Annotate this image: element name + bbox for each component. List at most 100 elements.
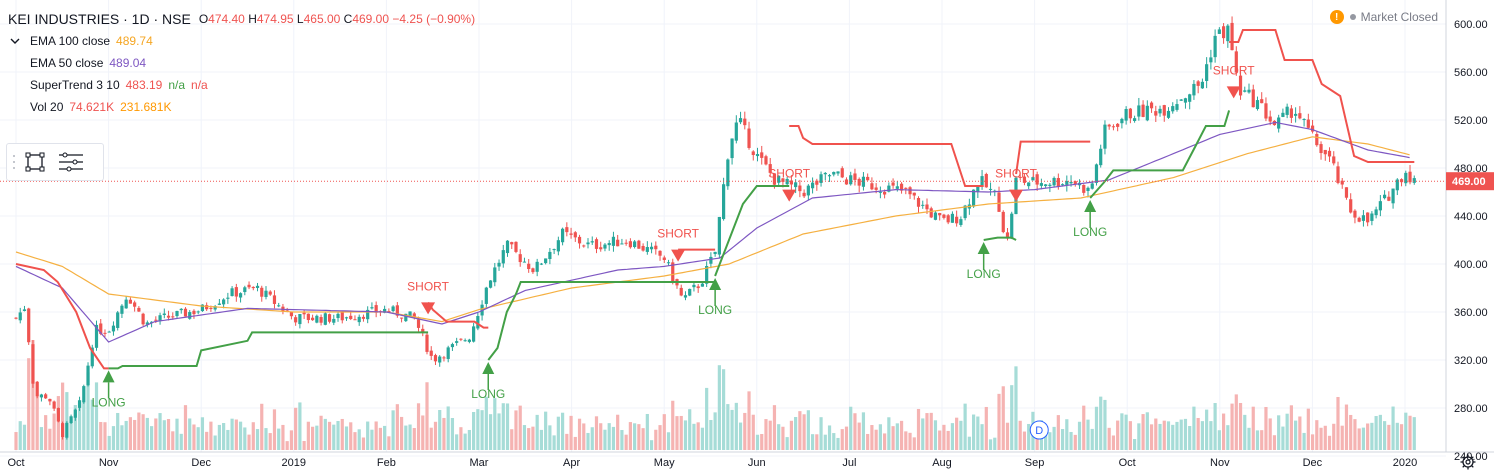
candle-body — [1353, 210, 1357, 218]
candle-body — [1243, 90, 1247, 92]
ema100-line — [15, 136, 1410, 323]
candle-body — [1230, 22, 1234, 51]
candle-body — [861, 176, 866, 187]
indicator-row-ema50[interactable]: EMA 50 close 489.04 — [8, 52, 475, 74]
indicator-name: EMA 100 close — [30, 34, 111, 48]
candle-body — [438, 356, 442, 363]
volume-bar — [1069, 431, 1073, 450]
volume-bar — [616, 414, 620, 450]
volume-bar — [929, 412, 933, 450]
volume-bar — [1247, 427, 1251, 450]
candle-body — [616, 239, 620, 247]
volume-bar — [967, 436, 971, 450]
candle-body — [709, 256, 713, 264]
volume-bar — [416, 403, 421, 450]
indicator-row-ema100[interactable]: EMA 100 close 489.74 — [8, 30, 475, 52]
candle-body — [302, 312, 306, 315]
time-tick-label: Oct — [7, 457, 24, 469]
volume-bar — [1014, 366, 1018, 450]
volume-bar — [1149, 424, 1154, 450]
candle-body — [294, 317, 298, 323]
volume-bar — [662, 414, 666, 450]
volume-bar — [980, 424, 984, 450]
volume-bar — [1116, 420, 1120, 450]
volume-bar — [255, 429, 260, 450]
volume-bar — [268, 433, 272, 450]
volume-bar — [1323, 425, 1327, 450]
candle-body — [222, 299, 226, 305]
volume-bar — [493, 398, 497, 450]
volume-bar — [628, 422, 632, 450]
candle-body — [1124, 108, 1128, 121]
volume-bar — [633, 423, 637, 450]
candle-body — [1090, 183, 1094, 189]
volume-bar — [1370, 422, 1374, 450]
volume-bar — [582, 423, 586, 450]
volume-bar — [22, 424, 27, 450]
volume-bar — [577, 418, 582, 450]
volume-bar — [548, 425, 552, 450]
volume-bar — [476, 409, 480, 450]
symbol-row: KEI INDUSTRIES · 1D · NSE O474.40 H474.9… — [8, 8, 475, 30]
candle-body — [611, 236, 616, 246]
volume-bar — [738, 422, 743, 450]
candle-body — [853, 173, 857, 180]
candle-body — [582, 245, 586, 247]
candle-body — [416, 319, 421, 328]
candle-body — [607, 243, 611, 246]
volume-bar — [162, 420, 166, 450]
short-signal-arrow — [1009, 189, 1024, 202]
candle-body — [760, 152, 764, 158]
long-signal-arrow — [1084, 200, 1097, 212]
volume-bar — [52, 413, 56, 450]
candle-body — [90, 347, 94, 367]
candle-body — [738, 118, 743, 123]
candle-body — [785, 178, 789, 185]
candle-body — [344, 317, 349, 319]
volume-bar — [327, 421, 332, 450]
candle-body — [950, 213, 955, 223]
volume-bar — [323, 418, 327, 450]
volume-bar — [709, 420, 713, 450]
volume-bar — [878, 424, 882, 450]
warning-icon[interactable]: ! — [1329, 10, 1344, 24]
volume-bar — [277, 428, 281, 450]
drag-handle-icon[interactable] — [11, 150, 17, 174]
candle-body — [946, 215, 950, 223]
volume-bar — [772, 405, 777, 450]
volume-bar — [1141, 414, 1145, 450]
volume-bar — [35, 396, 39, 450]
market-status[interactable]: ! Market Closed — [1329, 10, 1438, 24]
volume-bar — [590, 427, 594, 450]
candles — [14, 16, 1416, 440]
candle-body — [61, 423, 65, 438]
candle-body — [963, 205, 967, 219]
volume-bar — [1221, 413, 1226, 450]
candle-body — [353, 319, 357, 321]
volume-bar — [1366, 423, 1370, 450]
candle-body — [1022, 176, 1027, 183]
candle-body — [99, 323, 103, 334]
dividend-marker-label: D — [1035, 425, 1043, 437]
candle-body — [22, 309, 27, 311]
symbol-title[interactable]: KEI INDUSTRIES · 1D · NSE — [8, 11, 191, 27]
gear-icon[interactable] — [1460, 454, 1476, 470]
chevron-down-icon[interactable] — [8, 34, 22, 48]
candle-body — [976, 186, 980, 192]
volume-bar — [332, 424, 336, 450]
indicator-row-supertrend[interactable]: SuperTrend 3 10 483.19 n/a n/a — [8, 74, 475, 96]
settings-lines-button[interactable] — [53, 147, 89, 177]
volume-bar — [69, 418, 73, 450]
candle-body — [1056, 178, 1060, 187]
candle-body — [238, 293, 243, 298]
volume-bars — [14, 340, 1416, 450]
volume-bar — [1310, 434, 1315, 450]
volume-bar — [921, 418, 925, 450]
select-rectangle-button[interactable] — [17, 147, 53, 177]
candle-body — [527, 263, 531, 270]
volume-bar — [950, 423, 955, 450]
candle-body — [535, 261, 539, 272]
volume-bar — [857, 422, 861, 450]
indicator-row-volume[interactable]: Vol 20 74.621K 231.681K — [8, 96, 475, 118]
